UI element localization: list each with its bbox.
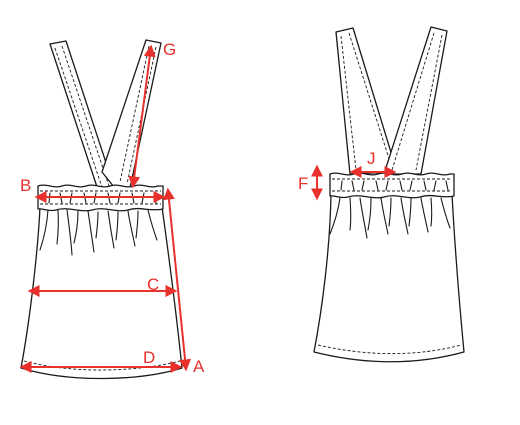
- label-g: G: [163, 40, 176, 59]
- front-right-strap: [101, 39, 162, 189]
- back-skirt: [313, 193, 465, 363]
- label-c: C: [147, 275, 159, 294]
- front-view: G B C D A: [19, 39, 205, 380]
- back-measurements: [311, 164, 397, 201]
- front-measurements: [19, 44, 192, 373]
- back-view: J F: [298, 26, 465, 363]
- label-j: J: [367, 149, 376, 168]
- label-f: F: [298, 174, 308, 193]
- measure-line-g: [128, 44, 156, 189]
- label-a: A: [193, 357, 205, 376]
- label-b: B: [20, 176, 31, 195]
- back-waistband: [329, 172, 455, 199]
- measure-line-a: [162, 187, 192, 372]
- back-right-strap: [383, 26, 448, 175]
- label-d: D: [143, 348, 155, 367]
